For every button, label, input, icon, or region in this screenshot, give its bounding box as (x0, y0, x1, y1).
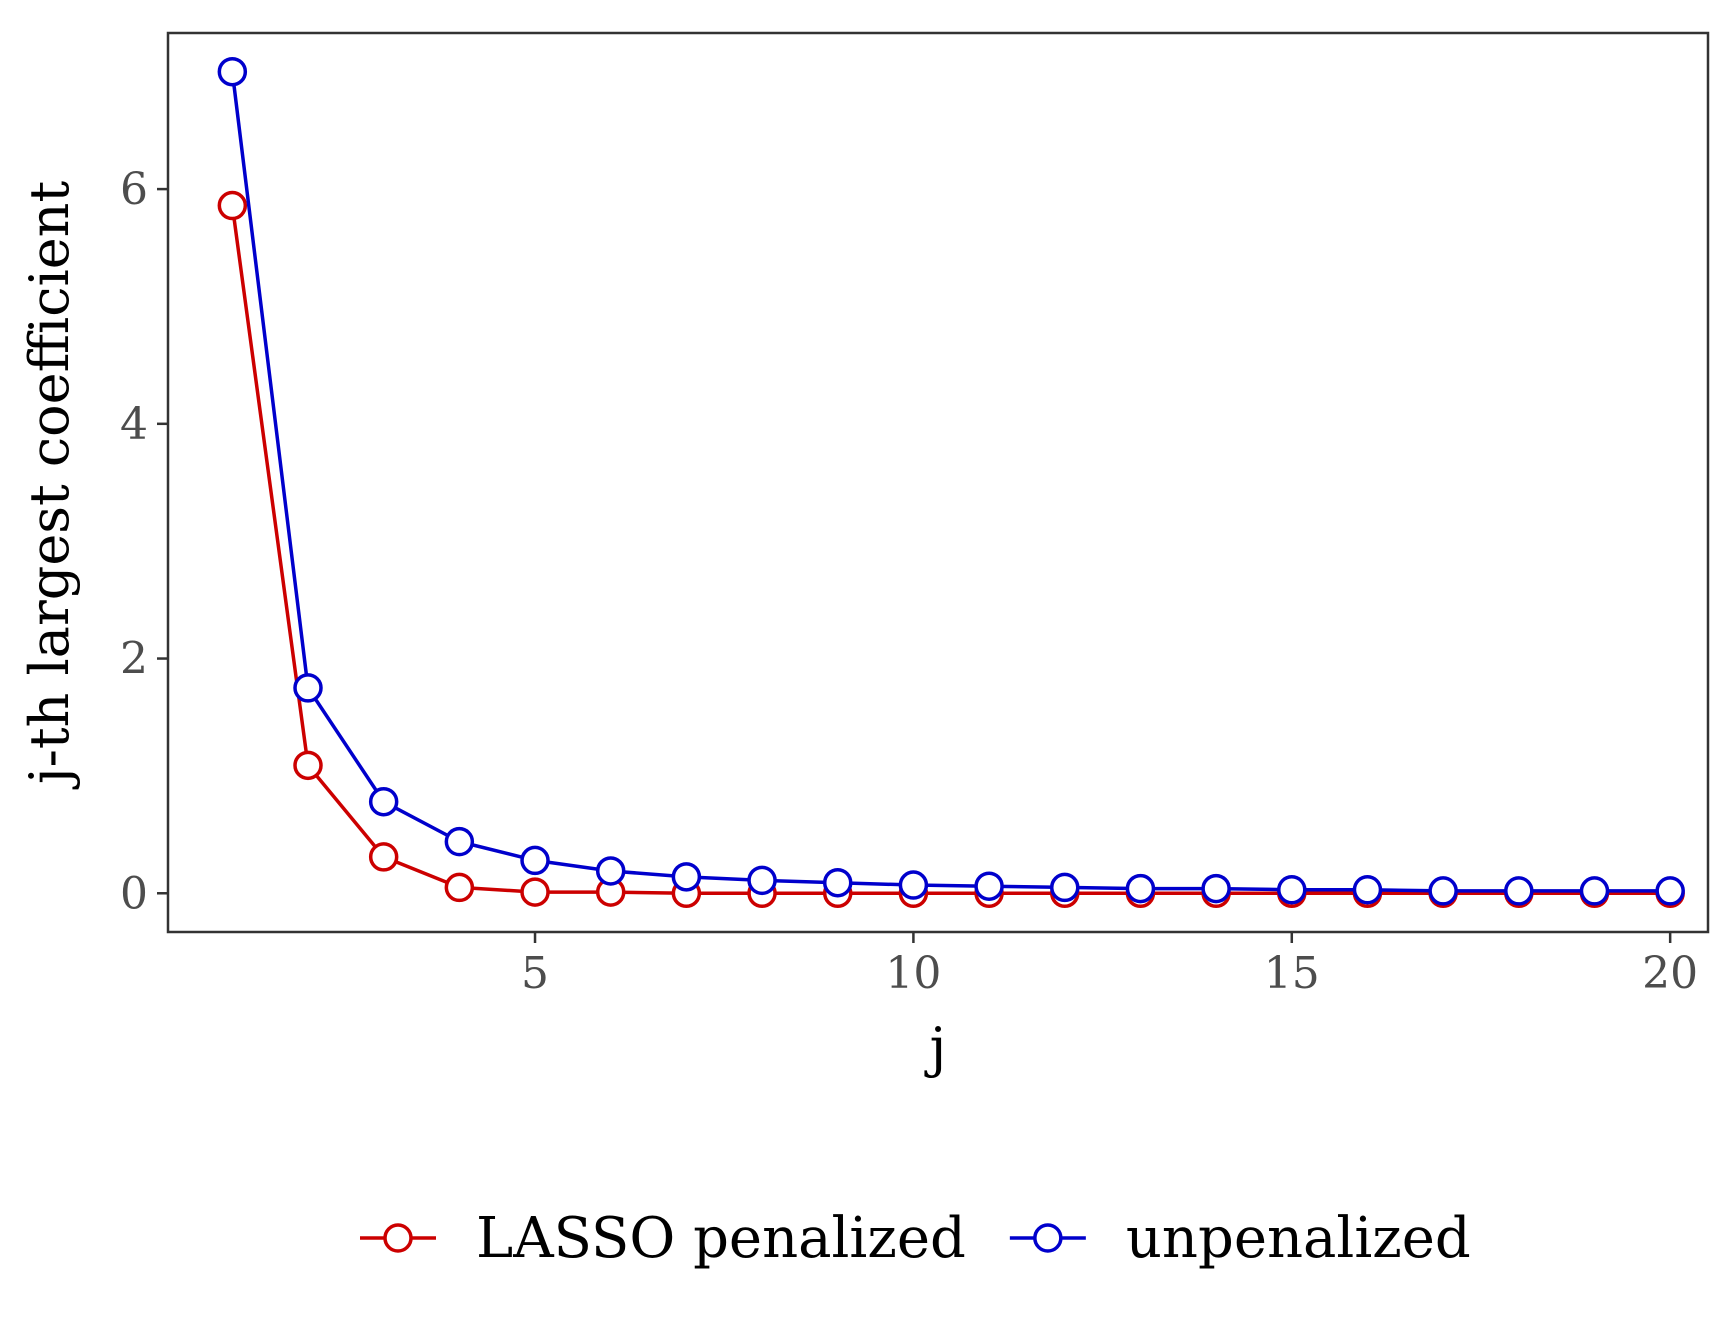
y-tick-label: 0 (120, 868, 148, 919)
series-layer (217, 56, 1685, 909)
y-tick-label: 2 (120, 634, 148, 685)
x-tick-label: 5 (521, 948, 549, 999)
data-point (1277, 874, 1307, 905)
legend-item: LASSO penalized (360, 1206, 966, 1271)
series-1 (217, 56, 1685, 906)
x-tick-label: 15 (1264, 948, 1320, 999)
legend: LASSO penalized unpenalized (360, 1206, 1471, 1271)
y-tick-label: 6 (120, 164, 148, 215)
data-point (671, 862, 702, 892)
data-point (444, 872, 475, 903)
legend-key-marker (1033, 1223, 1063, 1253)
panel-border (166, 31, 1710, 934)
data-point (520, 877, 550, 907)
data-point (520, 845, 550, 876)
data-point (595, 856, 626, 886)
y-tick-label: 4 (120, 399, 148, 450)
data-point (1655, 876, 1685, 906)
data-point (368, 842, 399, 872)
data-point (293, 673, 323, 703)
y-axis: 0 2 4 6 (120, 164, 168, 919)
data-point (1428, 876, 1458, 906)
legend-label: unpenalized (1126, 1206, 1471, 1271)
x-axis-title: j (924, 1016, 947, 1079)
data-point (1352, 874, 1383, 905)
data-point (1125, 873, 1156, 904)
data-point (898, 870, 929, 900)
data-point (368, 786, 399, 817)
data-point (1050, 872, 1080, 903)
data-point (444, 826, 475, 857)
x-tick-label: 20 (1642, 948, 1698, 999)
data-point (1579, 876, 1610, 906)
data-point (747, 865, 777, 896)
data-point (974, 871, 1004, 901)
legend-label: LASSO penalized (476, 1206, 966, 1271)
x-axis: 5 10 15 20 (521, 932, 1698, 999)
data-point (1201, 873, 1231, 904)
data-point (822, 867, 853, 898)
legend-item: unpenalized (1009, 1206, 1471, 1271)
y-axis-title: j-th largest coefficient (18, 181, 81, 791)
data-point (217, 190, 248, 221)
legend-key-marker (383, 1223, 413, 1253)
data-point (293, 750, 323, 781)
x-tick-label: 10 (885, 948, 941, 999)
data-point (1504, 876, 1534, 906)
data-point (217, 56, 248, 87)
